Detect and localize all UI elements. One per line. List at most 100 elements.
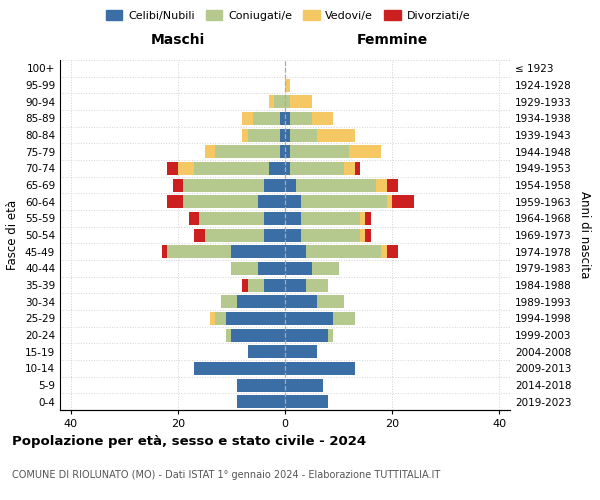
Bar bbox=[285, 395, 328, 408]
Bar bbox=[387, 178, 398, 192]
Bar bbox=[296, 178, 376, 192]
Bar bbox=[167, 245, 232, 258]
Bar bbox=[317, 128, 355, 141]
Bar bbox=[248, 345, 285, 358]
Bar bbox=[285, 328, 328, 342]
Bar bbox=[312, 262, 338, 275]
Bar bbox=[360, 212, 365, 225]
Bar bbox=[269, 95, 274, 108]
Bar bbox=[226, 312, 285, 325]
Bar bbox=[205, 145, 215, 158]
Bar bbox=[221, 295, 237, 308]
Bar bbox=[365, 212, 371, 225]
Bar bbox=[365, 228, 371, 241]
Bar bbox=[232, 328, 285, 342]
Bar bbox=[183, 195, 258, 208]
Bar bbox=[162, 245, 167, 258]
Bar bbox=[215, 312, 226, 325]
Bar bbox=[269, 162, 285, 175]
Bar bbox=[285, 178, 296, 192]
Bar bbox=[178, 162, 194, 175]
Bar bbox=[290, 162, 344, 175]
Bar bbox=[285, 78, 290, 92]
Bar bbox=[194, 162, 269, 175]
Bar bbox=[307, 245, 382, 258]
Y-axis label: Fasce di età: Fasce di età bbox=[7, 200, 19, 270]
Bar bbox=[237, 395, 285, 408]
Bar bbox=[290, 95, 312, 108]
Text: Maschi: Maschi bbox=[151, 32, 205, 46]
Bar bbox=[285, 162, 290, 175]
Bar bbox=[355, 162, 360, 175]
Bar bbox=[274, 95, 285, 108]
Bar bbox=[285, 362, 355, 375]
Bar bbox=[280, 145, 285, 158]
Bar bbox=[173, 178, 183, 192]
Bar bbox=[333, 312, 355, 325]
Bar bbox=[285, 128, 290, 141]
Bar bbox=[307, 278, 328, 291]
Bar bbox=[285, 262, 312, 275]
Text: Femmine: Femmine bbox=[356, 32, 428, 46]
Bar bbox=[285, 228, 301, 241]
Bar bbox=[349, 145, 382, 158]
Bar bbox=[285, 278, 307, 291]
Bar bbox=[232, 245, 285, 258]
Bar bbox=[183, 178, 263, 192]
Bar bbox=[232, 262, 258, 275]
Bar bbox=[376, 178, 387, 192]
Bar bbox=[248, 278, 263, 291]
Bar bbox=[194, 362, 285, 375]
Bar bbox=[188, 212, 199, 225]
Bar bbox=[285, 212, 301, 225]
Bar bbox=[248, 128, 280, 141]
Bar bbox=[285, 245, 307, 258]
Text: Popolazione per età, sesso e stato civile - 2024: Popolazione per età, sesso e stato civil… bbox=[12, 435, 366, 448]
Bar bbox=[237, 378, 285, 392]
Legend: Celibi/Nubili, Coniugati/e, Vedovi/e, Divorziati/e: Celibi/Nubili, Coniugati/e, Vedovi/e, Di… bbox=[101, 6, 475, 25]
Bar bbox=[387, 245, 398, 258]
Bar bbox=[167, 195, 183, 208]
Bar bbox=[301, 195, 387, 208]
Bar bbox=[199, 212, 263, 225]
Bar bbox=[167, 162, 178, 175]
Bar bbox=[285, 145, 290, 158]
Bar bbox=[263, 228, 285, 241]
Bar bbox=[280, 112, 285, 125]
Bar bbox=[258, 195, 285, 208]
Bar bbox=[387, 195, 392, 208]
Bar bbox=[242, 278, 248, 291]
Bar bbox=[285, 195, 301, 208]
Bar bbox=[194, 228, 205, 241]
Bar bbox=[317, 295, 344, 308]
Bar bbox=[253, 112, 280, 125]
Bar bbox=[210, 312, 215, 325]
Bar bbox=[328, 328, 333, 342]
Bar bbox=[285, 112, 290, 125]
Bar bbox=[242, 128, 248, 141]
Bar bbox=[215, 145, 280, 158]
Bar bbox=[290, 145, 349, 158]
Y-axis label: Anni di nascita: Anni di nascita bbox=[578, 192, 591, 278]
Bar bbox=[392, 195, 413, 208]
Bar bbox=[263, 178, 285, 192]
Bar bbox=[301, 212, 360, 225]
Bar bbox=[285, 378, 323, 392]
Bar bbox=[226, 328, 232, 342]
Bar bbox=[290, 112, 312, 125]
Bar bbox=[301, 228, 360, 241]
Bar bbox=[312, 112, 333, 125]
Bar bbox=[242, 112, 253, 125]
Bar bbox=[290, 128, 317, 141]
Bar bbox=[280, 128, 285, 141]
Bar bbox=[285, 345, 317, 358]
Bar bbox=[344, 162, 355, 175]
Bar bbox=[258, 262, 285, 275]
Bar bbox=[360, 228, 365, 241]
Bar bbox=[285, 312, 333, 325]
Bar bbox=[263, 278, 285, 291]
Bar bbox=[263, 212, 285, 225]
Text: COMUNE DI RIOLUNATO (MO) - Dati ISTAT 1° gennaio 2024 - Elaborazione TUTTITALIA.: COMUNE DI RIOLUNATO (MO) - Dati ISTAT 1°… bbox=[12, 470, 440, 480]
Bar bbox=[205, 228, 263, 241]
Bar bbox=[285, 95, 290, 108]
